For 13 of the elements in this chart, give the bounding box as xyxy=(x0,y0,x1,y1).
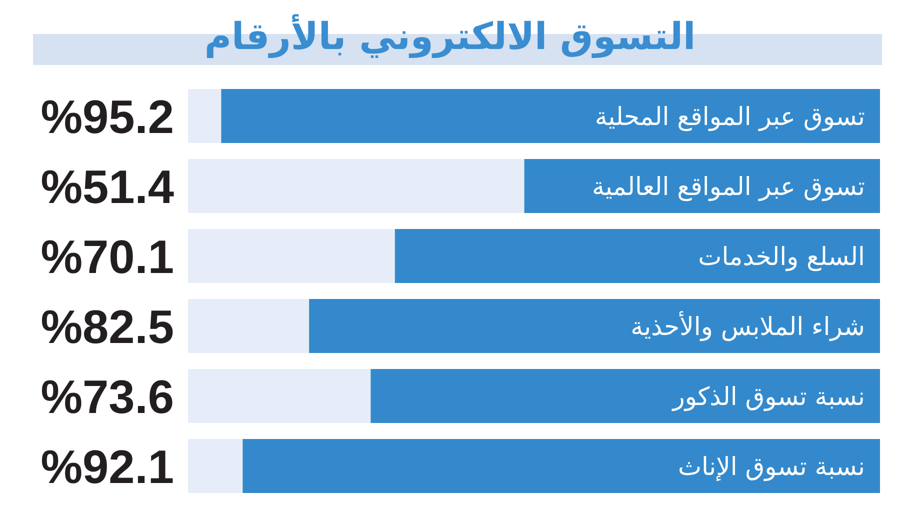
y-tick-label: نسبة تسوق الذكور xyxy=(670,382,865,412)
data-label: %73.6 xyxy=(40,370,174,423)
data-label: %51.4 xyxy=(40,160,174,213)
data-label: %82.5 xyxy=(40,300,174,353)
data-label: %95.2 xyxy=(40,90,174,143)
y-tick-label: السلع والخدمات xyxy=(698,242,865,272)
data-label: %70.1 xyxy=(40,230,174,283)
data-label: %92.1 xyxy=(40,440,174,493)
y-tick-label: تسوق عبر المواقع المحلية xyxy=(594,102,866,132)
y-tick-label: شراء الملابس والأحذية xyxy=(630,311,865,342)
chart-title: التسوق الالكتروني بالأرقام xyxy=(203,13,697,60)
y-tick-label: نسبة تسوق الإناث xyxy=(678,452,865,482)
y-tick-label: تسوق عبر المواقع العالمية xyxy=(592,172,866,202)
